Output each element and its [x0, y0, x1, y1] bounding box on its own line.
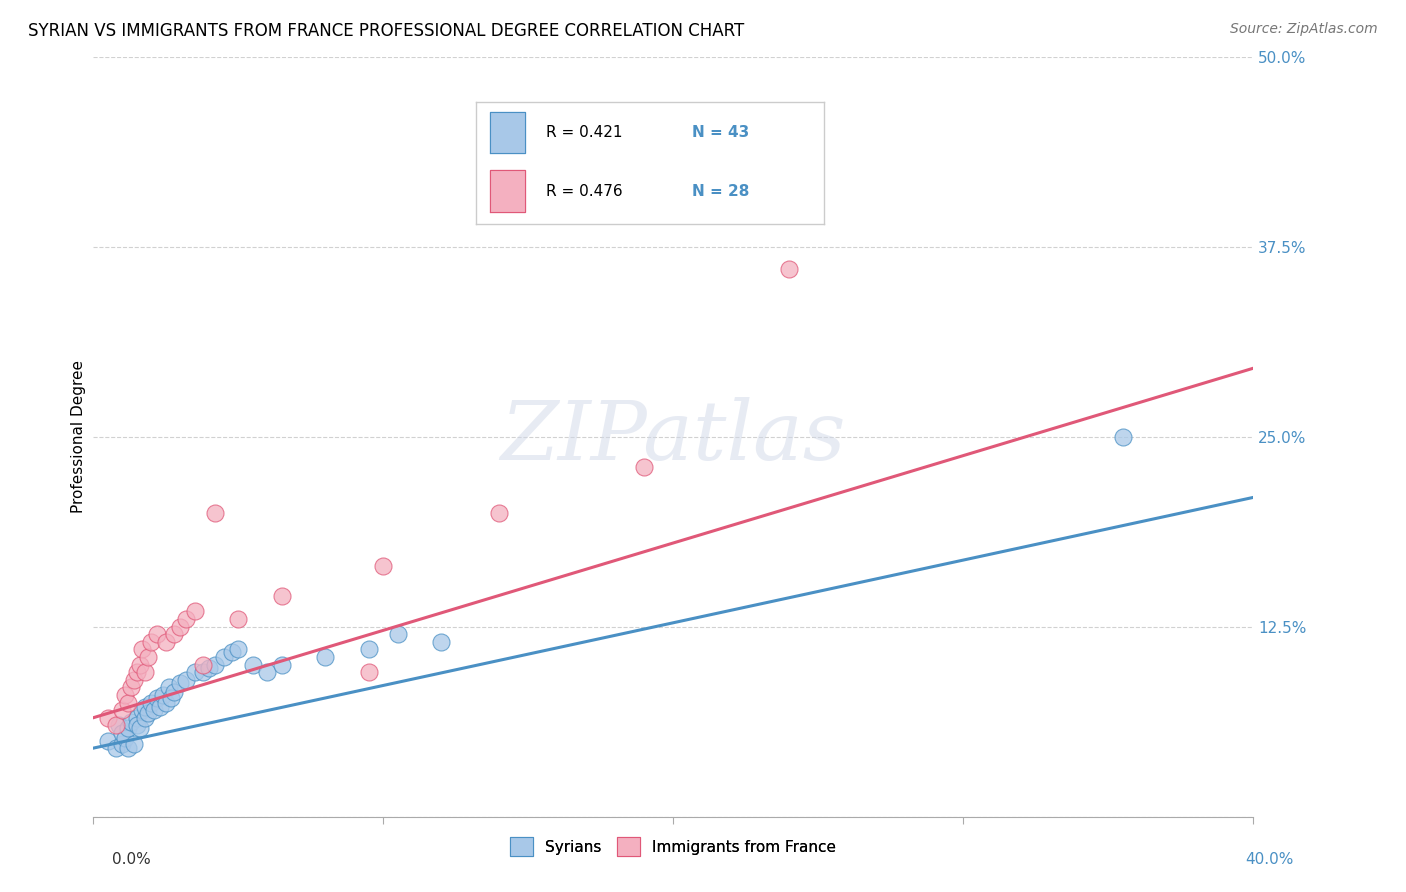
Point: [146, 691, 169, 706]
Point: [778, 262, 800, 277]
Point: [128, 722, 150, 736]
Point: [204, 506, 226, 520]
Point: [373, 558, 395, 573]
Point: [120, 715, 142, 730]
Point: [387, 627, 409, 641]
Text: 40.0%: 40.0%: [1246, 852, 1294, 867]
Point: [114, 688, 136, 702]
Point: [155, 696, 177, 710]
Text: Source: ZipAtlas.com: Source: ZipAtlas.com: [1230, 22, 1378, 37]
Point: [212, 650, 235, 665]
Point: [169, 619, 191, 633]
Point: [193, 665, 215, 680]
Point: [111, 703, 134, 717]
Y-axis label: Professional Degree: Professional Degree: [72, 360, 86, 513]
Point: [314, 650, 336, 665]
Point: [97, 733, 120, 747]
Point: [149, 700, 172, 714]
Point: [163, 627, 186, 641]
Point: [97, 711, 120, 725]
Point: [163, 685, 186, 699]
Point: [111, 726, 134, 740]
Point: [122, 737, 145, 751]
Point: [488, 506, 510, 520]
Point: [134, 665, 156, 680]
Legend: Syrians, Immigrants from France: Syrians, Immigrants from France: [505, 831, 842, 862]
Point: [105, 741, 128, 756]
Text: 0.0%: 0.0%: [112, 852, 152, 867]
Point: [114, 731, 136, 745]
Point: [183, 604, 205, 618]
Point: [125, 711, 148, 725]
Point: [193, 657, 215, 672]
Point: [221, 645, 243, 659]
Text: SYRIAN VS IMMIGRANTS FROM FRANCE PROFESSIONAL DEGREE CORRELATION CHART: SYRIAN VS IMMIGRANTS FROM FRANCE PROFESS…: [28, 22, 744, 40]
Point: [105, 718, 128, 732]
Point: [117, 696, 139, 710]
Text: ZIPatlas: ZIPatlas: [501, 397, 846, 476]
Point: [357, 642, 380, 657]
Point: [108, 718, 131, 732]
Point: [226, 612, 249, 626]
Point: [155, 634, 177, 648]
Point: [633, 460, 655, 475]
Point: [270, 657, 292, 672]
Point: [146, 627, 169, 641]
Point: [1112, 429, 1135, 443]
Point: [141, 696, 163, 710]
Point: [183, 665, 205, 680]
Point: [198, 660, 221, 674]
Point: [134, 700, 156, 714]
Point: [157, 681, 180, 695]
Point: [131, 642, 153, 657]
Point: [160, 691, 183, 706]
Point: [256, 665, 278, 680]
Point: [136, 706, 159, 721]
Point: [169, 675, 191, 690]
Point: [141, 634, 163, 648]
Point: [125, 665, 148, 680]
Point: [152, 688, 174, 702]
Point: [120, 681, 142, 695]
Point: [357, 665, 380, 680]
Point: [204, 657, 226, 672]
Point: [122, 673, 145, 687]
Point: [131, 703, 153, 717]
Point: [128, 657, 150, 672]
Point: [134, 711, 156, 725]
Point: [226, 642, 249, 657]
Point: [117, 722, 139, 736]
Point: [125, 718, 148, 732]
Point: [430, 634, 453, 648]
Point: [117, 741, 139, 756]
Point: [111, 737, 134, 751]
Point: [143, 703, 166, 717]
Point: [174, 673, 197, 687]
Point: [136, 650, 159, 665]
Point: [270, 589, 292, 603]
Point: [174, 612, 197, 626]
Point: [242, 657, 264, 672]
